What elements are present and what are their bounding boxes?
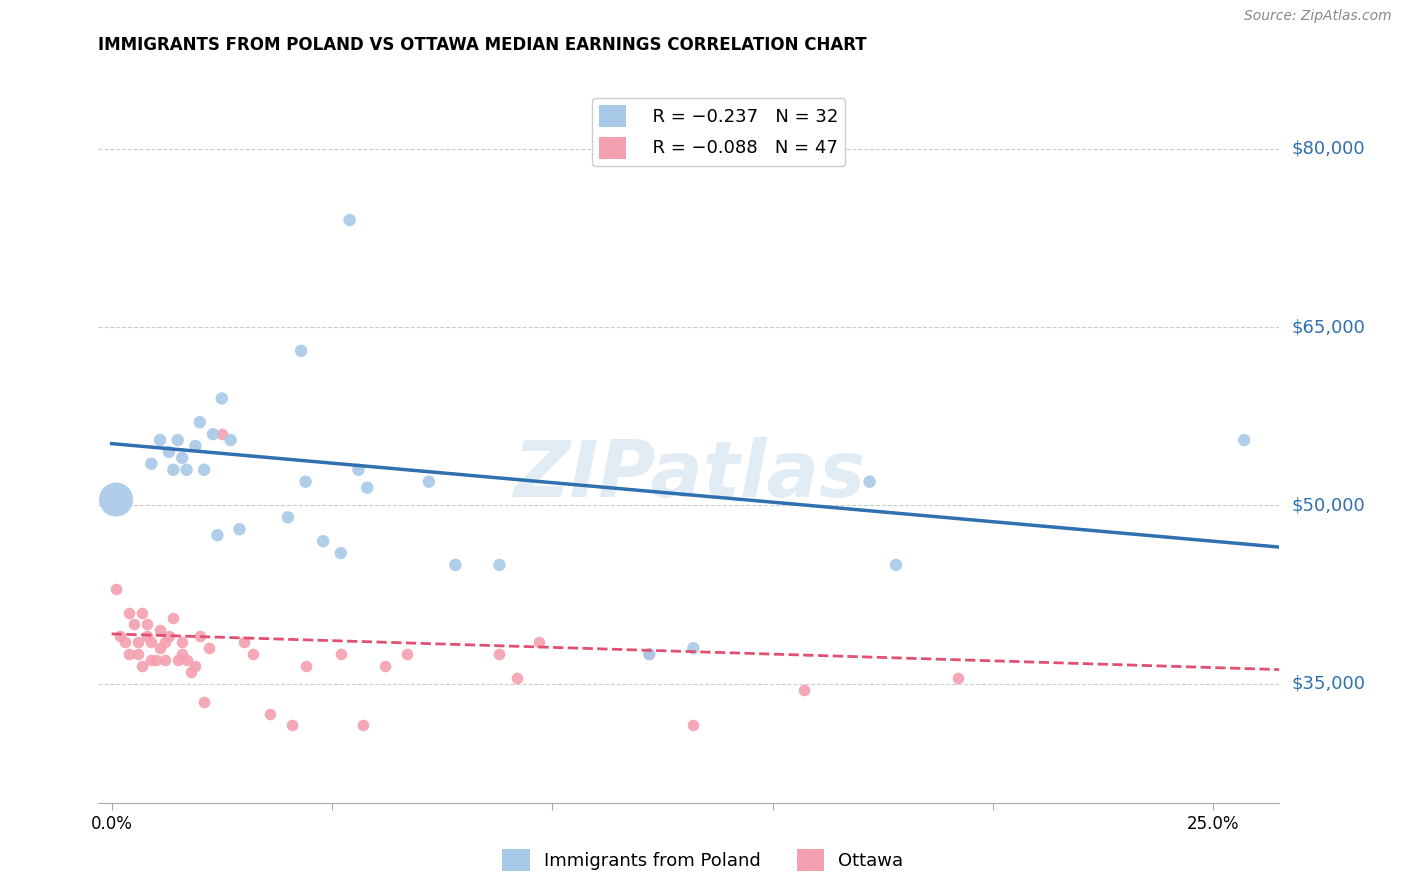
Point: [110, 629, 132, 643]
Point: [418, 475, 440, 489]
Point: [329, 647, 352, 661]
Point: [219, 433, 242, 447]
Text: $35,000: $35,000: [1291, 675, 1365, 693]
Point: [339, 213, 361, 227]
Point: [188, 415, 211, 429]
Point: [242, 647, 264, 661]
Point: [141, 635, 163, 649]
Point: [157, 445, 180, 459]
Point: [352, 718, 374, 732]
Point: [638, 647, 661, 661]
Point: [166, 653, 188, 667]
Point: [122, 617, 145, 632]
Point: [176, 653, 198, 667]
Point: [211, 392, 233, 406]
Point: [201, 427, 224, 442]
Point: [228, 522, 250, 536]
Point: [149, 624, 172, 638]
Point: [166, 433, 188, 447]
Point: [153, 653, 176, 667]
Point: [527, 635, 550, 649]
Point: [506, 671, 529, 685]
Point: [193, 463, 215, 477]
Point: [294, 659, 316, 673]
Point: [145, 653, 167, 667]
Point: [638, 647, 661, 661]
Point: [197, 641, 219, 656]
Point: [277, 510, 299, 524]
Text: $65,000: $65,000: [1291, 318, 1365, 336]
Point: [682, 641, 704, 656]
Point: [444, 558, 467, 572]
Point: [281, 718, 304, 732]
Point: [141, 653, 163, 667]
Point: [290, 343, 312, 358]
Point: [141, 457, 163, 471]
Point: [312, 534, 335, 549]
Point: [127, 635, 149, 649]
Point: [105, 582, 128, 596]
Text: IMMIGRANTS FROM POLAND VS OTTAWA MEDIAN EARNINGS CORRELATION CHART: IMMIGRANTS FROM POLAND VS OTTAWA MEDIAN …: [98, 36, 868, 54]
Point: [232, 635, 254, 649]
Point: [207, 528, 229, 542]
Point: [184, 659, 207, 673]
Legend: Immigrants from Poland, Ottawa: Immigrants from Poland, Ottawa: [495, 842, 911, 879]
Point: [946, 671, 969, 685]
Point: [172, 635, 194, 649]
Point: [188, 629, 211, 643]
Point: [153, 635, 176, 649]
Text: $50,000: $50,000: [1291, 497, 1365, 515]
Point: [162, 611, 184, 625]
Point: [682, 718, 704, 732]
Point: [180, 665, 202, 679]
Point: [105, 492, 128, 507]
Point: [131, 606, 153, 620]
Point: [135, 629, 157, 643]
Point: [127, 647, 149, 661]
Point: [356, 481, 378, 495]
Text: Source: ZipAtlas.com: Source: ZipAtlas.com: [1244, 9, 1392, 23]
Point: [131, 659, 153, 673]
Point: [488, 647, 510, 661]
Point: [884, 558, 907, 572]
Point: [118, 647, 141, 661]
Text: $80,000: $80,000: [1291, 140, 1365, 158]
Point: [162, 463, 184, 477]
Point: [329, 546, 352, 560]
Point: [374, 659, 396, 673]
Point: [211, 427, 233, 442]
Point: [259, 706, 281, 721]
Point: [157, 629, 180, 643]
Point: [149, 433, 172, 447]
Point: [149, 641, 172, 656]
Point: [176, 463, 198, 477]
Text: ZIPatlas: ZIPatlas: [513, 436, 865, 513]
Point: [184, 439, 207, 453]
Point: [135, 617, 157, 632]
Point: [347, 463, 370, 477]
Point: [294, 475, 316, 489]
Point: [172, 450, 194, 465]
Point: [395, 647, 418, 661]
Legend:   R = −0.237   N = 32,   R = −0.088   N = 47: R = −0.237 N = 32, R = −0.088 N = 47: [592, 98, 845, 166]
Point: [118, 606, 141, 620]
Point: [792, 682, 814, 697]
Point: [488, 558, 510, 572]
Point: [114, 635, 136, 649]
Point: [859, 475, 882, 489]
Point: [193, 695, 215, 709]
Point: [1233, 433, 1256, 447]
Point: [172, 647, 194, 661]
